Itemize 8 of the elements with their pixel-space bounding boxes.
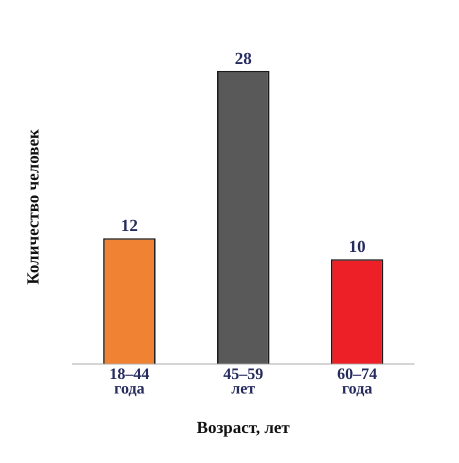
data-label: 28 (234, 48, 252, 68)
x-tick-label: 60–74 года (337, 366, 378, 398)
data-label: 10 (348, 237, 366, 256)
y-axis-title: Количество человек (24, 129, 43, 285)
data-label: 12 (120, 216, 138, 236)
x-axis-title: Возраст, лет (196, 418, 290, 438)
x-tick-label: 18–44 года (109, 366, 150, 398)
x-tick-label: 45–59 лет (223, 366, 264, 398)
